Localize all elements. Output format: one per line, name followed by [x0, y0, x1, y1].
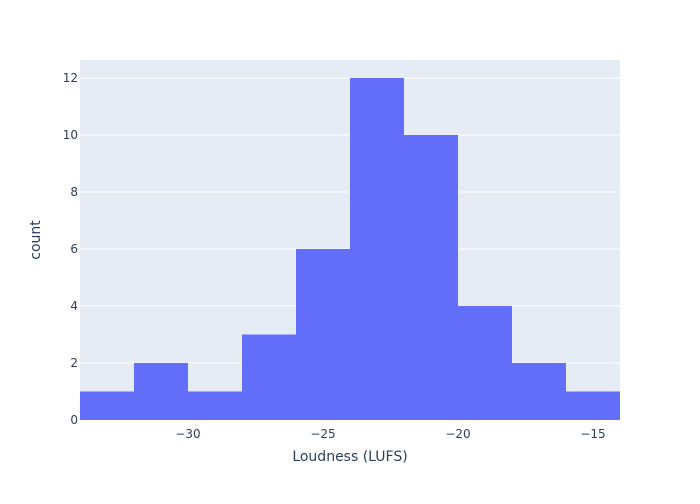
x-tick-label: −30	[175, 427, 200, 441]
y-tick-label: 12	[63, 71, 78, 85]
histogram-bar	[350, 77, 404, 420]
y-tick-label: 6	[70, 242, 78, 256]
histogram-bar	[134, 362, 188, 420]
histogram-bar	[242, 334, 296, 420]
bars	[80, 77, 620, 421]
y-axis-ticks: 0 2 4 6 8 10 12	[63, 71, 78, 427]
histogram-bar	[80, 391, 134, 420]
histogram-bar	[188, 391, 242, 420]
y-tick-label: 0	[70, 413, 78, 427]
y-tick-label: 2	[70, 356, 78, 370]
y-tick-label: 4	[70, 299, 78, 313]
histogram-bar	[512, 362, 566, 420]
y-tick-label: 10	[63, 128, 78, 142]
histogram-bar	[566, 391, 620, 420]
x-tick-label: −20	[445, 427, 470, 441]
histogram-bar	[404, 134, 458, 421]
y-tick-label: 8	[70, 185, 78, 199]
histogram-bar	[458, 305, 512, 420]
x-tick-label: −25	[310, 427, 335, 441]
x-axis-title: Loudness (LUFS)	[292, 449, 407, 465]
histogram-bar	[296, 248, 350, 420]
x-tick-label: −15	[580, 427, 605, 441]
y-axis-title: count	[28, 220, 44, 260]
x-axis-ticks: −30 −25 −20 −15	[175, 427, 605, 441]
